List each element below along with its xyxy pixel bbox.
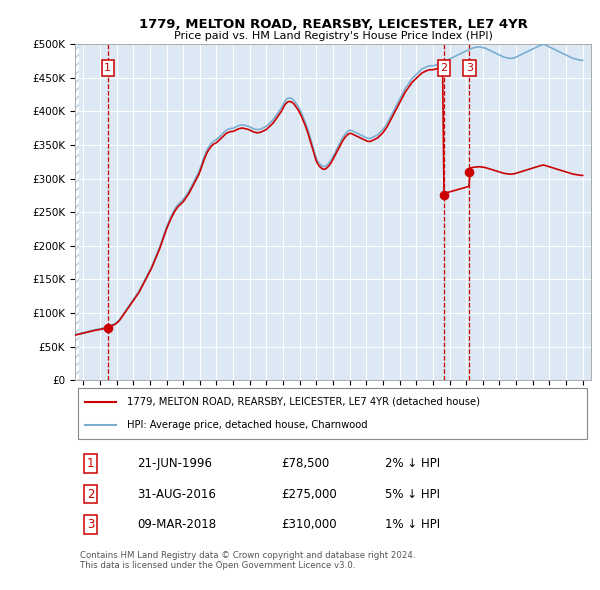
FancyBboxPatch shape <box>77 388 587 439</box>
Text: £275,000: £275,000 <box>281 487 337 500</box>
Text: 09-MAR-2018: 09-MAR-2018 <box>137 517 216 530</box>
Text: 1779, MELTON ROAD, REARSBY, LEICESTER, LE7 4YR: 1779, MELTON ROAD, REARSBY, LEICESTER, L… <box>139 18 527 31</box>
Text: 1% ↓ HPI: 1% ↓ HPI <box>385 517 440 530</box>
Text: 1779, MELTON ROAD, REARSBY, LEICESTER, LE7 4YR (detached house): 1779, MELTON ROAD, REARSBY, LEICESTER, L… <box>127 397 479 407</box>
Text: 3: 3 <box>87 517 94 530</box>
Text: Price paid vs. HM Land Registry's House Price Index (HPI): Price paid vs. HM Land Registry's House … <box>173 31 493 41</box>
Text: HPI: Average price, detached house, Charnwood: HPI: Average price, detached house, Char… <box>127 421 367 431</box>
Text: 21-JUN-1996: 21-JUN-1996 <box>137 457 212 470</box>
Text: 31-AUG-2016: 31-AUG-2016 <box>137 487 216 500</box>
Point <box>103 323 113 332</box>
Text: £78,500: £78,500 <box>281 457 329 470</box>
Text: 1: 1 <box>104 63 111 73</box>
Text: £310,000: £310,000 <box>281 517 337 530</box>
Text: 1: 1 <box>87 457 94 470</box>
Text: 3: 3 <box>466 63 473 73</box>
Text: Contains HM Land Registry data © Crown copyright and database right 2024.
This d: Contains HM Land Registry data © Crown c… <box>80 551 416 571</box>
Point <box>464 167 474 176</box>
Text: 5% ↓ HPI: 5% ↓ HPI <box>385 487 440 500</box>
Point <box>439 191 449 200</box>
Text: 2: 2 <box>440 63 448 73</box>
Text: 2% ↓ HPI: 2% ↓ HPI <box>385 457 440 470</box>
Text: 2: 2 <box>87 487 94 500</box>
